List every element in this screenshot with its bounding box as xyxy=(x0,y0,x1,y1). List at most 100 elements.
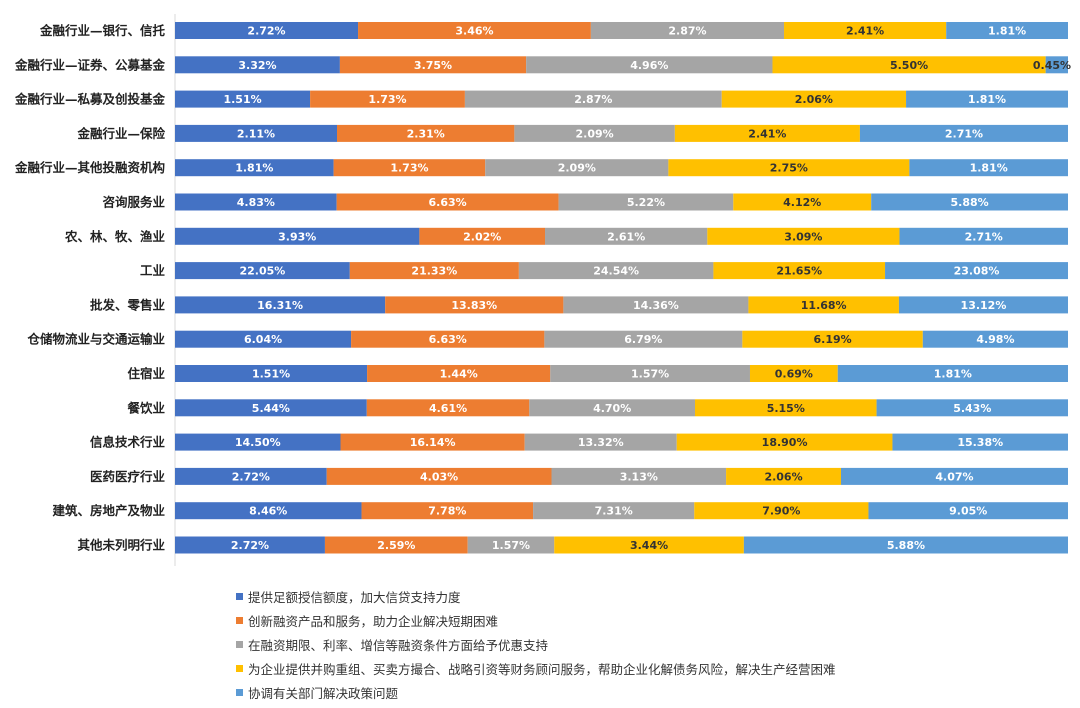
data-label: 16.14% xyxy=(410,436,456,449)
data-label: 3.75% xyxy=(414,59,452,72)
legend-swatch xyxy=(236,688,243,696)
data-label: 6.19% xyxy=(813,333,851,346)
data-label: 1.73% xyxy=(390,162,428,175)
bar-segment xyxy=(772,56,1046,74)
bar-segment xyxy=(361,502,534,520)
bar-segment xyxy=(784,22,947,39)
legend-label: 创新融资产品和服务，助力企业解决短期困难 xyxy=(248,613,499,629)
bar-segment xyxy=(695,399,877,417)
data-label: 4.83% xyxy=(237,196,275,209)
bar-segment xyxy=(743,536,1068,554)
bar-segment xyxy=(840,467,1068,485)
category-label: 建筑、房地产及物业 xyxy=(52,503,165,518)
data-label: 2.72% xyxy=(247,25,285,38)
data-label: 2.06% xyxy=(764,470,802,483)
data-label: 24.54% xyxy=(593,265,639,278)
legend-swatch xyxy=(236,616,243,624)
bar-segment xyxy=(668,159,910,177)
bar-segment xyxy=(871,193,1068,211)
data-label: 0.69% xyxy=(775,368,813,381)
bar-segment xyxy=(544,330,743,348)
category-label: 餐饮业 xyxy=(126,400,165,415)
data-label: 18.90% xyxy=(762,436,808,449)
category-label: 批发、零售业 xyxy=(90,297,166,312)
bar-segment xyxy=(467,536,555,554)
data-label: 14.36% xyxy=(633,299,679,312)
data-label: 3.46% xyxy=(455,25,493,38)
data-label: 1.73% xyxy=(368,93,406,106)
bar-segment xyxy=(554,536,744,554)
bar-segment xyxy=(175,365,368,382)
legend-item: 提供足额授信额度，加大信贷支持力度 xyxy=(236,584,836,608)
data-label: 22.05% xyxy=(239,265,285,278)
bar-segment xyxy=(175,467,327,485)
data-label: 3.13% xyxy=(620,470,658,483)
data-label: 2.87% xyxy=(668,25,706,38)
bar-segment xyxy=(337,124,515,142)
data-label: 0.45% xyxy=(1033,59,1071,72)
data-label: 2.41% xyxy=(846,25,884,38)
bar-segment xyxy=(524,433,677,451)
bar-segment xyxy=(175,433,341,451)
data-label: 5.43% xyxy=(953,402,991,415)
bar-segment xyxy=(175,502,362,520)
data-label: 21.65% xyxy=(776,265,822,278)
category-label: 农、林、牧、渔业 xyxy=(64,229,166,244)
bar-segment xyxy=(333,159,486,177)
category-label: 医药医疗行业 xyxy=(90,469,166,484)
data-label: 1.51% xyxy=(223,93,261,106)
data-label: 1.81% xyxy=(235,162,273,175)
data-label: 7.90% xyxy=(762,505,800,518)
data-label: 2.09% xyxy=(576,127,614,140)
bar-segment xyxy=(868,502,1068,520)
data-label: 3.09% xyxy=(784,230,822,243)
bar-segment xyxy=(526,56,773,74)
data-label: 1.81% xyxy=(934,368,972,381)
data-label: 6.63% xyxy=(429,333,467,346)
category-label: 信息技术行业 xyxy=(90,435,166,450)
bar-segment xyxy=(558,193,734,211)
bar-segment xyxy=(419,227,546,245)
legend-item: 为企业提供并购重组、买卖方撮合、战略引资等财务顾问服务，帮助企业化解债务风险，解… xyxy=(236,656,836,680)
bar-segment xyxy=(175,262,350,280)
bar-segment xyxy=(749,365,838,382)
bar-segment xyxy=(726,467,841,485)
chart-legend: 提供足额授信额度，加大信贷支持力度 创新融资产品和服务，助力企业解决短期困难 在融资… xyxy=(236,584,836,704)
bar-segment xyxy=(551,467,727,485)
data-label: 11.68% xyxy=(801,299,847,312)
category-label: 仓储物流业与交通运输业 xyxy=(26,332,165,347)
bar-segment xyxy=(707,227,900,245)
bar-segment xyxy=(339,56,527,74)
data-label: 21.33% xyxy=(411,265,457,278)
data-label: 4.98% xyxy=(976,333,1014,346)
bar-segment xyxy=(367,365,551,382)
bar-segment xyxy=(175,159,334,177)
bar-segment xyxy=(385,296,564,314)
bar-segment xyxy=(590,22,785,39)
data-label: 2.59% xyxy=(377,539,415,552)
data-label: 2.09% xyxy=(558,162,596,175)
data-label: 1.81% xyxy=(970,162,1008,175)
data-label: 5.88% xyxy=(951,196,989,209)
category-label: 咨询服务业 xyxy=(102,195,165,210)
bar-segment xyxy=(721,90,907,108)
data-label: 13.32% xyxy=(578,436,624,449)
bar-segment xyxy=(324,536,468,554)
bar-segment xyxy=(922,330,1068,348)
data-label: 6.04% xyxy=(244,333,282,346)
data-label: 1.57% xyxy=(492,539,530,552)
data-label: 2.72% xyxy=(232,470,270,483)
bar-segment xyxy=(175,330,352,348)
bar-segment xyxy=(1045,56,1068,74)
bar-segment xyxy=(742,330,923,348)
bar-segment xyxy=(674,124,860,142)
data-label: 3.93% xyxy=(278,230,316,243)
bar-segment xyxy=(175,124,338,142)
bar-segment xyxy=(529,399,696,417)
bar-segment xyxy=(336,193,559,211)
bar-segment xyxy=(545,227,708,245)
bar-segment xyxy=(876,399,1068,417)
bar-segment xyxy=(340,433,525,451)
bar-segment xyxy=(175,296,386,314)
